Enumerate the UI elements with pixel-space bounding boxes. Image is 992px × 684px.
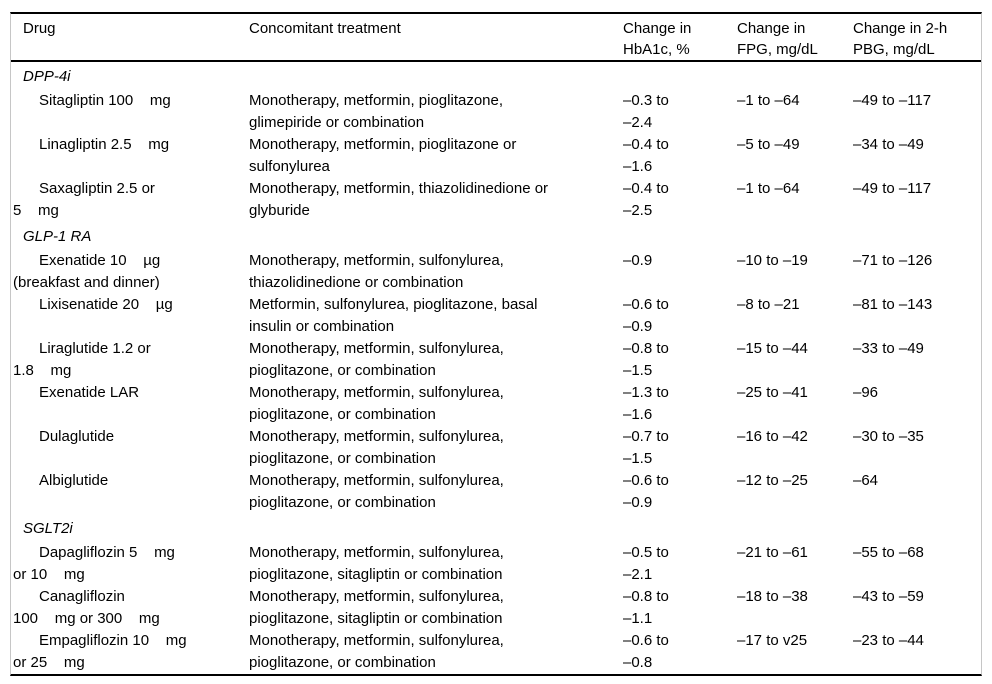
pbg-cell: –49 to –117 bbox=[853, 92, 932, 109]
drug-cell: Dulaglutide bbox=[39, 428, 115, 445]
treatment-cell: Monotherapy, metformin, sulfonylurea, pi… bbox=[249, 428, 504, 467]
col-header-pbg: Change in 2-h PBG, mg/dL bbox=[851, 14, 981, 62]
pbg-cell: –30 to –35 bbox=[853, 428, 924, 445]
hba1c-cell: –0.5 to –2.1 bbox=[623, 544, 669, 583]
fpg-cell: –16 to –42 bbox=[737, 428, 808, 445]
fpg-cell: –5 to –49 bbox=[737, 136, 800, 153]
drug-cell: Exenatide LAR bbox=[39, 384, 140, 401]
col-header-hba1c: Change in HbA1c, % bbox=[621, 14, 735, 62]
section-label: SGLT2i bbox=[23, 520, 73, 537]
pbg-cell: –34 to –49 bbox=[853, 136, 924, 153]
treatment-cell: Monotherapy, metformin, sulfonylurea, th… bbox=[249, 252, 504, 291]
section-label: GLP-1 RA bbox=[23, 228, 92, 245]
pbg-cell: –55 to –68 bbox=[853, 544, 924, 561]
drug-cell: Linagliptin 2.5 mg bbox=[39, 136, 170, 153]
hba1c-cell: –0.7 to –1.5 bbox=[623, 428, 669, 467]
fpg-cell: –1 to –64 bbox=[737, 180, 800, 197]
fpg-cell: –21 to –61 bbox=[737, 544, 808, 561]
table-row-lixisenatide: Lixisenatide 20 µg Metformin, sulfonylur… bbox=[11, 294, 981, 338]
section-header-sglt2i: SGLT2i bbox=[11, 514, 981, 542]
drug-cell: Canagliflozin 100 mg or 300 mg bbox=[13, 588, 160, 627]
col-header-treatment: Concomitant treatment bbox=[247, 14, 621, 62]
fpg-cell: –18 to –38 bbox=[737, 588, 808, 605]
hba1c-cell: –0.6 to –0.9 bbox=[623, 472, 669, 511]
hba1c-cell: –0.4 to –1.6 bbox=[623, 136, 669, 175]
drug-cell: Empagliflozin 10 mg or 25 mg bbox=[13, 632, 187, 671]
table-row-dulaglutide: Dulaglutide Monotherapy, metformin, sulf… bbox=[11, 426, 981, 470]
pbg-cell: –23 to –44 bbox=[853, 632, 924, 649]
table-row-sitagliptin: Sitagliptin 100 mg Monotherapy, metformi… bbox=[11, 90, 981, 134]
section-header-glp1ra: GLP-1 RA bbox=[11, 222, 981, 250]
table-row-exenatide-lar: Exenatide LAR Monotherapy, metformin, su… bbox=[11, 382, 981, 426]
section-label: DPP-4i bbox=[23, 68, 71, 85]
treatment-cell: Monotherapy, metformin, sulfonylurea, pi… bbox=[249, 544, 504, 583]
drug-cell: Lixisenatide 20 µg bbox=[39, 296, 173, 313]
treatment-cell: Monotherapy, metformin, sulfonylurea, pi… bbox=[249, 340, 504, 379]
pbg-cell: –96 bbox=[853, 384, 879, 401]
table-row-saxagliptin: Saxagliptin 2.5 or 5 mg Monotherapy, met… bbox=[11, 178, 981, 222]
drug-cell: Saxagliptin 2.5 or 5 mg bbox=[13, 180, 155, 219]
drug-cell: Liraglutide 1.2 or 1.8 mg bbox=[13, 340, 151, 379]
treatment-cell: Monotherapy, metformin, sulfonylurea, pi… bbox=[249, 632, 504, 671]
pbg-cell: –81 to –143 bbox=[853, 296, 933, 313]
treatment-cell: Metformin, sulfonylurea, pioglitazone, b… bbox=[249, 296, 538, 335]
hba1c-cell: –0.3 to –2.4 bbox=[623, 92, 669, 131]
pbg-cell: –43 to –59 bbox=[853, 588, 924, 605]
drug-cell: Albiglutide bbox=[39, 472, 109, 489]
col-header-fpg: Change in FPG, mg/dL bbox=[735, 14, 851, 62]
pbg-cell: –71 to –126 bbox=[853, 252, 933, 269]
fpg-cell: –12 to –25 bbox=[737, 472, 808, 489]
hba1c-cell: –0.8 to –1.5 bbox=[623, 340, 669, 379]
table-row-linagliptin: Linagliptin 2.5 mg Monotherapy, metformi… bbox=[11, 134, 981, 178]
drug-cell: Exenatide 10 µg (breakfast and dinner) bbox=[13, 252, 161, 291]
table-row-albiglutide: Albiglutide Monotherapy, metformin, sulf… bbox=[11, 470, 981, 514]
table-row-canagliflozin: Canagliflozin 100 mg or 300 mg Monothera… bbox=[11, 586, 981, 630]
drug-cell: Sitagliptin 100 mg bbox=[39, 92, 171, 109]
fpg-cell: –25 to –41 bbox=[737, 384, 808, 401]
fpg-cell: –17 to v25 bbox=[737, 632, 808, 649]
treatment-cell: Monotherapy, metformin, thiazolidinedion… bbox=[249, 180, 549, 219]
pbg-cell: –64 bbox=[853, 472, 879, 489]
pbg-cell: –49 to –117 bbox=[853, 180, 932, 197]
fpg-cell: –1 to –64 bbox=[737, 92, 800, 109]
fpg-cell: –8 to –21 bbox=[737, 296, 800, 313]
hba1c-cell: –0.6 to –0.9 bbox=[623, 296, 669, 335]
treatment-cell: Monotherapy, metformin, pioglitazone, gl… bbox=[249, 92, 504, 131]
treatment-cell: Monotherapy, metformin, sulfonylurea, pi… bbox=[249, 588, 504, 627]
hba1c-cell: –0.8 to –1.1 bbox=[623, 588, 669, 627]
hba1c-cell: –1.3 to –1.6 bbox=[623, 384, 669, 423]
treatment-cell: Monotherapy, metformin, sulfonylurea, pi… bbox=[249, 384, 504, 423]
table-row-dapagliflozin: Dapagliflozin 5 mg or 10 mg Monotherapy,… bbox=[11, 542, 981, 586]
header-row: Drug Concomitant treatment Change in HbA… bbox=[11, 14, 981, 62]
hba1c-cell: –0.9 bbox=[623, 252, 653, 269]
hba1c-cell: –0.4 to –2.5 bbox=[623, 180, 669, 219]
hba1c-cell: –0.6 to –0.8 bbox=[623, 632, 669, 671]
fpg-cell: –10 to –19 bbox=[737, 252, 808, 269]
section-header-dpp4i: DPP-4i bbox=[11, 62, 981, 90]
drug-cell: Dapagliflozin 5 mg or 10 mg bbox=[13, 544, 175, 583]
table-row-liraglutide: Liraglutide 1.2 or 1.8 mg Monotherapy, m… bbox=[11, 338, 981, 382]
pbg-cell: –33 to –49 bbox=[853, 340, 924, 357]
treatment-cell: Monotherapy, metformin, pioglitazone or … bbox=[249, 136, 517, 175]
col-header-drug: Drug bbox=[11, 14, 247, 62]
fpg-cell: –15 to –44 bbox=[737, 340, 808, 357]
table-row-exenatide: Exenatide 10 µg (breakfast and dinner) M… bbox=[11, 250, 981, 294]
drug-comparison-table: Drug Concomitant treatment Change in HbA… bbox=[10, 12, 982, 676]
treatment-cell: Monotherapy, metformin, sulfonylurea, pi… bbox=[249, 472, 504, 511]
table-row-empagliflozin: Empagliflozin 10 mg or 25 mg Monotherapy… bbox=[11, 630, 981, 674]
